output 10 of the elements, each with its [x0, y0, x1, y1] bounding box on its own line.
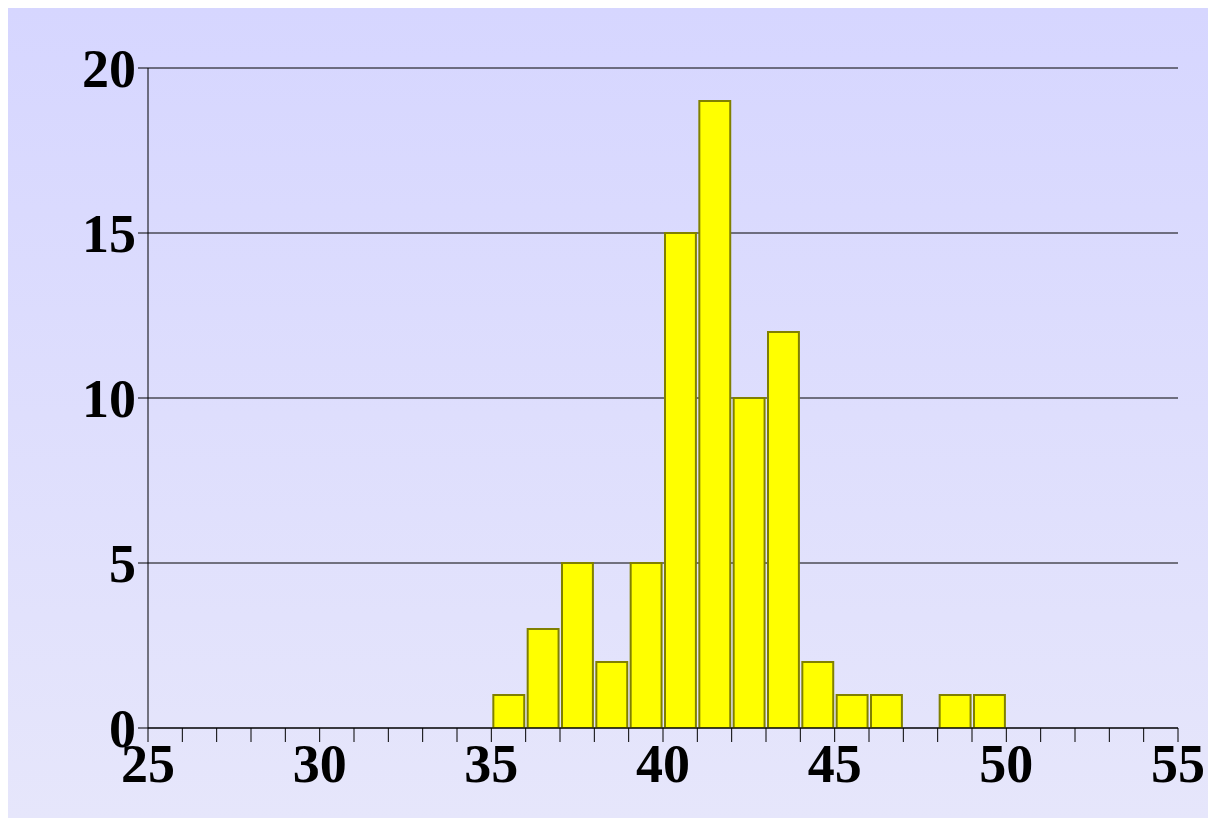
x-tick-label: 55	[1151, 734, 1205, 795]
x-tick-label: 35	[464, 734, 519, 795]
y-tick-label: 5	[109, 534, 136, 595]
y-tick-label: 15	[82, 204, 136, 265]
x-tick-label: 50	[979, 734, 1034, 795]
y-tick-label: 20	[82, 39, 136, 100]
x-tick-label: 45	[807, 734, 862, 795]
y-tick-label: 10	[82, 369, 136, 430]
x-tick-label: 40	[636, 734, 690, 795]
x-tick-label: 30	[292, 734, 347, 795]
